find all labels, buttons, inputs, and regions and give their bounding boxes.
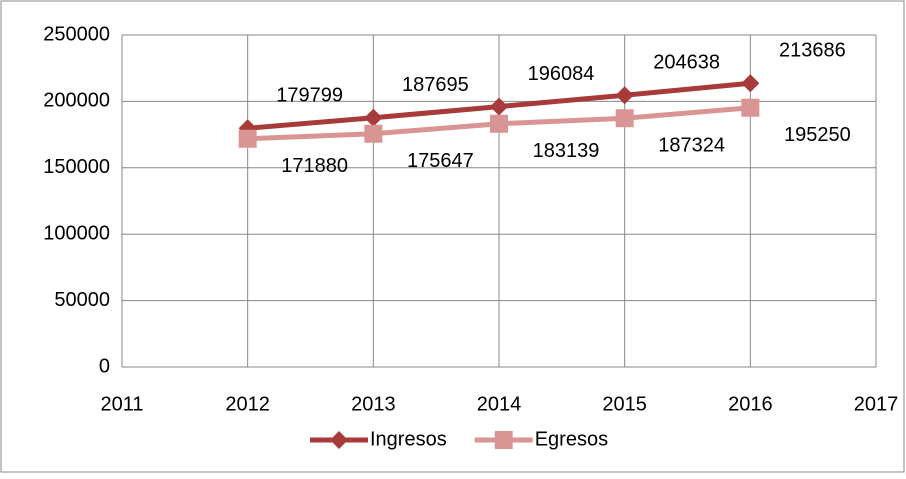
point-marker [741, 74, 760, 93]
data-label: 187695 [402, 74, 469, 96]
point-marker [490, 114, 508, 133]
y-tick-label: 0 [99, 355, 110, 377]
y-tick-label: 200000 [43, 90, 110, 112]
data-label: 183139 [533, 140, 600, 162]
x-tick-label: 2014 [477, 393, 522, 415]
x-tick-label: 2017 [854, 393, 899, 415]
point-marker [741, 98, 760, 117]
point-marker [364, 108, 383, 127]
data-label: 187324 [658, 135, 725, 157]
legend-marker [330, 431, 348, 449]
data-label: 213686 [779, 40, 846, 62]
x-tick-label: 2013 [351, 393, 396, 415]
data-label: 171880 [281, 155, 348, 177]
data-label: 204638 [653, 52, 720, 74]
y-tick-label: 250000 [43, 23, 110, 45]
legend-label: Egresos [535, 428, 608, 450]
legend-marker [494, 431, 513, 449]
point-marker [238, 129, 257, 148]
data-label: 195250 [784, 124, 851, 146]
x-tick-label: 2015 [602, 393, 647, 415]
x-tick-label: 2016 [728, 393, 773, 415]
y-tick-label: 50000 [54, 289, 110, 311]
data-label: 179799 [276, 85, 343, 107]
y-tick-label: 150000 [43, 156, 110, 178]
x-tick-label: 2011 [100, 393, 143, 415]
x-tick-label: 2012 [225, 393, 270, 415]
point-marker [364, 124, 383, 143]
point-marker [490, 97, 508, 116]
data-label: 196084 [528, 63, 595, 85]
legend-label: Ingresos [370, 428, 447, 450]
y-tick-label: 100000 [43, 222, 110, 244]
point-marker [615, 86, 634, 105]
data-label: 175647 [407, 150, 474, 172]
point-marker [615, 109, 634, 128]
